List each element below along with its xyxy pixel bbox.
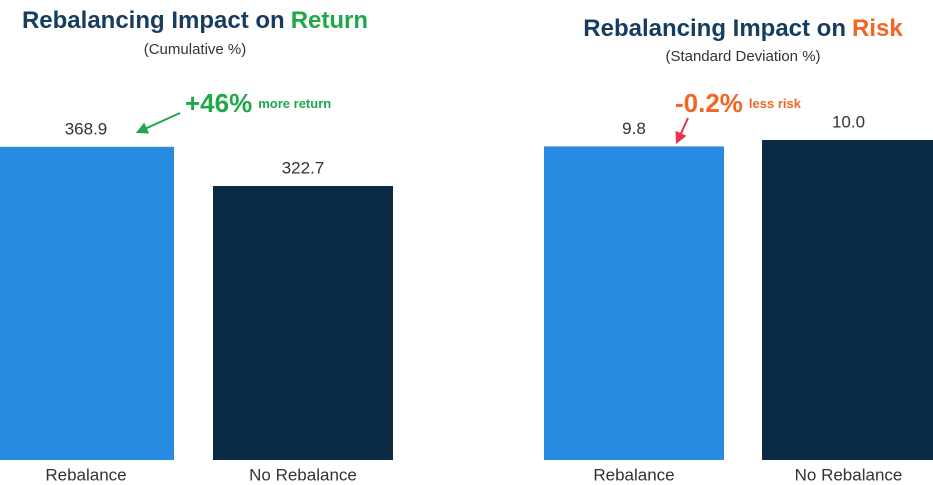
title-highlight: Return (291, 7, 368, 34)
annotation-text: less risk (749, 96, 802, 111)
bar (213, 186, 393, 460)
value-label: 322.7 (282, 158, 325, 177)
value-label: 10.0 (832, 112, 865, 131)
category-label: Rebalance (593, 465, 674, 484)
chart-title: Rebalancing Impact on Risk (583, 15, 903, 42)
category-label: No Rebalance (795, 465, 903, 484)
title-text: Rebalancing Impact on (22, 7, 285, 34)
bar (762, 140, 933, 460)
chart-subtitle: (Standard Deviation %) (665, 48, 820, 65)
annotation-text: more return (258, 96, 331, 111)
value-label: 9.8 (622, 119, 646, 138)
title-highlight: Risk (852, 15, 903, 42)
chart-subtitle: (Cumulative %) (144, 41, 247, 58)
annotation: -0.2% less risk (675, 88, 802, 118)
chart-title: Rebalancing Impact on Return (22, 7, 368, 34)
title-text: Rebalancing Impact on (583, 15, 846, 42)
annotation-figure: +46% (185, 88, 252, 118)
annotation-figure: -0.2% (675, 88, 743, 118)
category-label: Rebalance (45, 465, 126, 484)
annotation: +46% more return (185, 88, 331, 118)
annotation-arrow (675, 117, 689, 145)
annotation-arrow (135, 112, 181, 134)
category-label: No Rebalance (249, 465, 357, 484)
bar (0, 146, 174, 460)
bar (544, 146, 724, 460)
value-label: 368.9 (65, 119, 108, 138)
